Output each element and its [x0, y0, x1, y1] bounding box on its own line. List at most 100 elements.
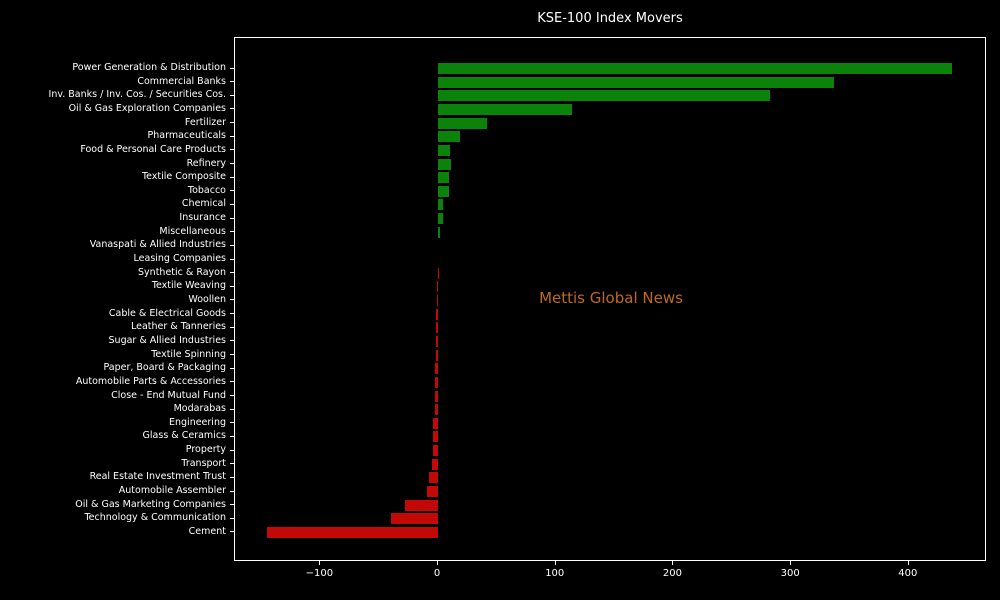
y-tick-label: Power Generation & Distribution — [72, 62, 226, 73]
y-tick-mark — [230, 81, 234, 83]
y-tick-mark — [230, 517, 234, 519]
y-tick-mark — [230, 176, 234, 178]
y-tick-label: Sugar & Allied Industries — [108, 334, 226, 346]
y-tick-label: Leather & Tanneries — [130, 321, 226, 333]
y-tick-label: Paper, Board & Packaging — [103, 362, 226, 374]
y-tick-label: Transport — [181, 457, 226, 469]
y-tick-label: Textile Composite — [141, 171, 226, 183]
x-tick-label: 100 — [545, 568, 565, 579]
bar-pharmaceuticals — [438, 131, 461, 143]
x-tick-label: 300 — [780, 568, 800, 579]
bar-chemical — [438, 199, 444, 211]
y-tick-mark — [230, 244, 234, 246]
y-tick-mark — [230, 367, 234, 369]
bar-insurance — [438, 213, 444, 225]
y-tick-label: Pharmaceuticals — [147, 130, 226, 142]
x-tick-mark — [790, 561, 792, 565]
y-tick-label: Close - End Mutual Fund — [111, 389, 226, 401]
y-tick-mark — [230, 435, 234, 437]
bar-fertilizer — [438, 117, 488, 129]
y-tick-mark — [230, 395, 234, 397]
y-tick-label: Leasing Companies — [133, 253, 226, 265]
y-tick-mark — [230, 135, 234, 137]
x-tick-mark — [319, 561, 321, 565]
bar-leather-tanneries — [436, 322, 439, 334]
y-tick-label: Automobile Assembler — [118, 485, 226, 497]
y-tick-label: Modarabas — [173, 403, 226, 415]
y-tick-mark — [230, 340, 234, 342]
bar-commercial-banks — [438, 76, 834, 88]
y-tick-mark — [230, 299, 234, 301]
bar-engineering — [433, 417, 439, 429]
y-tick-mark — [230, 190, 234, 192]
bar-tobacco — [438, 185, 449, 197]
bar-technology-communication — [390, 513, 439, 525]
bar-automobile-parts-accessories — [435, 376, 439, 388]
bar-textile-spinning — [435, 349, 439, 361]
y-tick-mark — [230, 67, 234, 69]
y-tick-label: Synthetic & Rayon — [138, 266, 226, 278]
y-tick-label: Miscellaneous — [159, 225, 226, 237]
y-tick-label: Tobacco — [187, 184, 226, 196]
y-tick-mark — [230, 531, 234, 533]
y-tick-mark — [230, 381, 234, 383]
y-tick-mark — [230, 94, 234, 96]
y-tick-mark — [230, 490, 234, 492]
y-tick-mark — [230, 313, 234, 315]
y-tick-mark — [230, 272, 234, 274]
y-tick-mark — [230, 285, 234, 287]
y-tick-label: Vanaspati & Allied Industries — [89, 239, 226, 251]
y-tick-label: Glass & Ceramics — [142, 430, 226, 442]
y-tick-mark — [230, 354, 234, 356]
y-tick-label: Fertilizer — [184, 116, 226, 128]
y-tick-label: Commercial Banks — [137, 75, 226, 87]
x-tick-mark — [554, 561, 556, 565]
y-tick-label: Textile Spinning — [151, 348, 226, 360]
y-tick-label: Textile Weaving — [151, 280, 226, 292]
bar-food-personal-care-products — [438, 144, 451, 156]
bar-transport — [431, 458, 439, 470]
y-tick-label: Engineering — [169, 416, 226, 428]
y-tick-mark — [230, 163, 234, 165]
bar-modarabas — [434, 404, 439, 416]
y-tick-label: Real Estate Investment Trust — [89, 471, 226, 483]
y-tick-label: Cable & Electrical Goods — [108, 307, 226, 319]
y-tick-label: Oil & Gas Marketing Companies — [75, 498, 226, 510]
bar-inv-banks-inv-cos-securities-cos — [438, 90, 770, 102]
y-tick-mark — [230, 231, 234, 233]
bar-sugar-allied-industries — [436, 335, 439, 347]
y-tick-label: Refinery — [186, 157, 226, 169]
y-tick-mark — [230, 203, 234, 205]
y-tick-label: Automobile Parts & Accessories — [75, 375, 226, 387]
y-tick-mark — [230, 258, 234, 260]
bar-oil-gas-marketing-companies — [405, 499, 439, 511]
watermark-text: Mettis Global News — [539, 289, 683, 307]
plot-area: Mettis Global News — [234, 37, 986, 561]
bar-automobile-assembler — [426, 486, 439, 498]
x-tick-label: 0 — [433, 568, 441, 579]
y-tick-label: Woollen — [188, 293, 226, 305]
y-tick-mark — [230, 326, 234, 328]
y-tick-mark — [230, 504, 234, 506]
bar-refinery — [438, 158, 451, 170]
bar-property — [433, 445, 439, 457]
bar-glass-ceramics — [433, 431, 439, 443]
bar-woollen — [436, 294, 439, 306]
bar-cable-electrical-goods — [436, 308, 439, 320]
y-tick-label: Technology & Communication — [84, 512, 226, 524]
x-tick-label: 400 — [898, 568, 918, 579]
x-tick-label: −100 — [305, 568, 334, 579]
bar-real-estate-investment-trust — [429, 472, 439, 484]
bar-miscellaneous — [438, 226, 441, 238]
y-tick-mark — [230, 449, 234, 451]
x-tick-mark — [907, 561, 909, 565]
y-tick-mark — [230, 476, 234, 478]
y-tick-mark — [230, 463, 234, 465]
bar-close-end-mutual-fund — [434, 390, 439, 402]
y-tick-label: Insurance — [179, 212, 226, 224]
bar-paper-board-packaging — [435, 363, 439, 375]
bar-power-generation-distribution — [438, 63, 953, 74]
y-tick-label: Oil & Gas Exploration Companies — [68, 102, 226, 114]
y-tick-label: Chemical — [181, 198, 226, 210]
y-tick-label: Property — [185, 444, 226, 456]
